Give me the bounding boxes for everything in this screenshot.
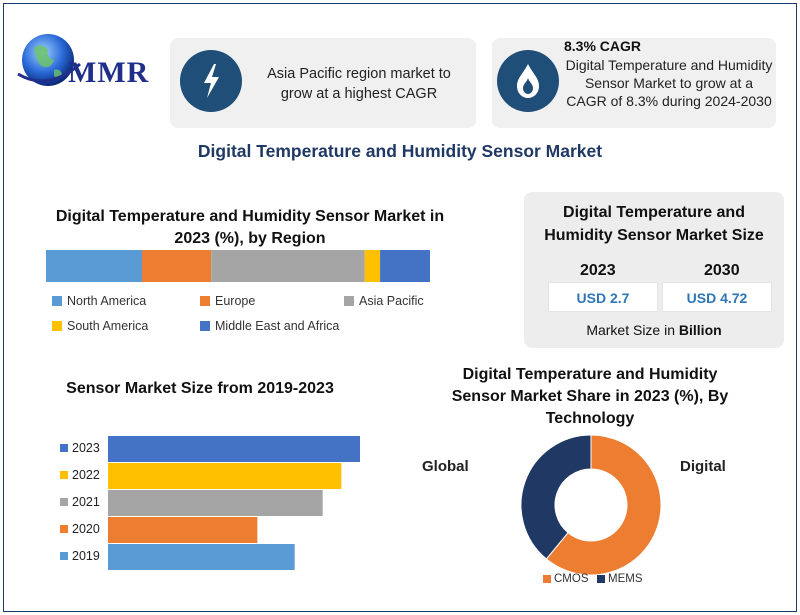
region-stacked-bar xyxy=(46,250,430,282)
sensor-size-bars xyxy=(108,436,360,570)
market-size-value-2030: USD 4.72 xyxy=(662,282,772,312)
donut-slice-cmos xyxy=(545,434,662,576)
size-bar-label-2022: 2022 xyxy=(60,468,100,482)
technology-chart-title: Digital Temperature and Humidity Sensor … xyxy=(451,366,729,427)
region-segment-middle-east-and-africa xyxy=(380,250,430,282)
lightning-icon xyxy=(180,50,242,112)
donut-annotation-global: Global xyxy=(422,458,469,475)
region-segment-south-america xyxy=(364,250,381,282)
flame-icon xyxy=(497,50,559,112)
legend-swatch xyxy=(52,321,62,331)
legend-label: Europe xyxy=(215,294,256,308)
year-label: 2022 xyxy=(72,468,100,482)
market-size-note-unit: Billion xyxy=(678,322,722,338)
highlight-region-text: Asia Pacific region market to grow at a … xyxy=(267,66,451,102)
legend-label: South America xyxy=(67,319,149,333)
page-title: Digital Temperature and Humidity Sensor … xyxy=(197,141,603,161)
legend-swatch xyxy=(60,444,68,452)
market-size-year-2023: 2023 xyxy=(580,262,616,279)
region-segment-asia-pacific xyxy=(211,250,365,282)
size-bar-2022 xyxy=(108,463,342,489)
donut-annotation-digital: Digital xyxy=(680,458,726,475)
year-label: 2019 xyxy=(72,549,100,563)
region-chart-title: Digital Temperature and Humidity Sensor … xyxy=(55,208,445,247)
size-bar-2020 xyxy=(108,517,258,543)
market-size-title: Digital Temperature and Humidity Sensor … xyxy=(544,204,764,244)
region-legend-item-asia-pacific: Asia Pacific xyxy=(344,294,424,308)
market-size-value-2023: USD 2.7 xyxy=(548,282,658,312)
legend-swatch xyxy=(60,471,68,479)
market-size-note: Market Size in Billion xyxy=(524,322,784,338)
region-segment-north-america xyxy=(46,250,142,282)
size-bar-label-2023: 2023 xyxy=(60,441,100,455)
legend-swatch xyxy=(597,575,605,583)
legend-swatch xyxy=(344,296,354,306)
year-label: 2021 xyxy=(72,495,100,509)
highlight-cagr-text: Digital Temperature and Humidity Sensor … xyxy=(565,57,773,109)
technology-donut xyxy=(520,434,662,576)
legend-label: MEMS xyxy=(608,573,643,585)
legend-label: CMOS xyxy=(554,573,589,585)
size-bar-2019 xyxy=(108,544,295,570)
year-label: 2023 xyxy=(72,441,100,455)
size-bar-2021 xyxy=(108,490,323,516)
market-size-year-2030: 2030 xyxy=(704,262,740,279)
legend-swatch xyxy=(200,296,210,306)
region-legend-item-north-america: North America xyxy=(52,294,146,308)
market-size-note-prefix: Market Size in xyxy=(586,322,679,338)
legend-swatch xyxy=(60,498,68,506)
legend-swatch xyxy=(200,321,210,331)
legend-swatch xyxy=(52,296,62,306)
legend-swatch xyxy=(60,552,68,560)
donut-slice-mems xyxy=(520,434,592,560)
size-bar-label-2021: 2021 xyxy=(60,495,100,509)
globe-logo-icon xyxy=(17,34,81,86)
legend-label: North America xyxy=(67,294,147,308)
region-segment-europe xyxy=(142,250,212,282)
donut-legend-item-cmos: CMOS xyxy=(543,573,589,585)
size-bar-2023 xyxy=(108,436,360,462)
region-legend-item-south-america: South America xyxy=(52,319,148,333)
legend-swatch xyxy=(543,575,551,583)
logo-wordmark: MMR xyxy=(68,56,150,89)
region-legend-item-middle-east-and-africa: Middle East and Africa xyxy=(200,319,339,333)
year-label: 2020 xyxy=(72,522,100,536)
size-bar-label-2020: 2020 xyxy=(60,522,100,536)
legend-swatch xyxy=(60,525,68,533)
region-legend-item-europe: Europe xyxy=(200,294,255,308)
sensor-chart-title: Sensor Market Size from 2019-2023 xyxy=(66,380,334,397)
legend-label: Middle East and Africa xyxy=(215,319,340,333)
donut-legend-item-mems: MEMS xyxy=(597,573,643,585)
size-bar-label-2019: 2019 xyxy=(60,549,100,563)
market-size-card xyxy=(524,192,784,348)
legend-label: Asia Pacific xyxy=(359,294,424,308)
cagr-title: 8.3% CAGR xyxy=(564,38,642,54)
